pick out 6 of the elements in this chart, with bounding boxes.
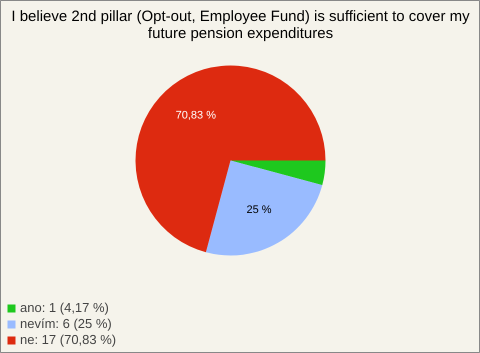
data-label: 70,83 % — [176, 109, 216, 122]
legend-label: nevím: 6 (25 %) — [20, 316, 112, 331]
data-label: 25 % — [246, 204, 272, 216]
chart-title: I believe 2nd pillar (Opt-out, Employee Fund) is sufficient to cover my future pension expenditures — [11, 8, 470, 42]
legend-label: ano: 1 (4,17 %) — [20, 300, 109, 315]
legend-label: ne: 17 (70,83 %) — [20, 332, 116, 347]
